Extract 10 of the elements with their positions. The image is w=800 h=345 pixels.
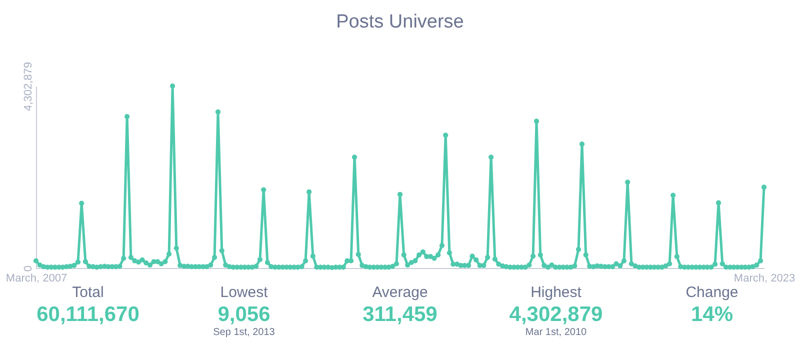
y-tick-label: 4,302,879 <box>22 62 34 111</box>
chart-title: Posts Universe <box>336 12 464 33</box>
text: Lowest 9,056 Sep 1st, 2013 <box>212 284 276 339</box>
text: Total 60,111,670 <box>36 284 140 327</box>
text: Change 14% <box>684 284 740 327</box>
x-tick-label: March, 2023 <box>734 272 796 284</box>
x-tick-label: March, 2007 <box>6 272 68 284</box>
text: Average 311,459 <box>362 284 438 327</box>
text: Highest 4,302,879 Mar 1st, 2010 <box>508 284 604 339</box>
y-tick-label: 0 <box>22 265 34 272</box>
